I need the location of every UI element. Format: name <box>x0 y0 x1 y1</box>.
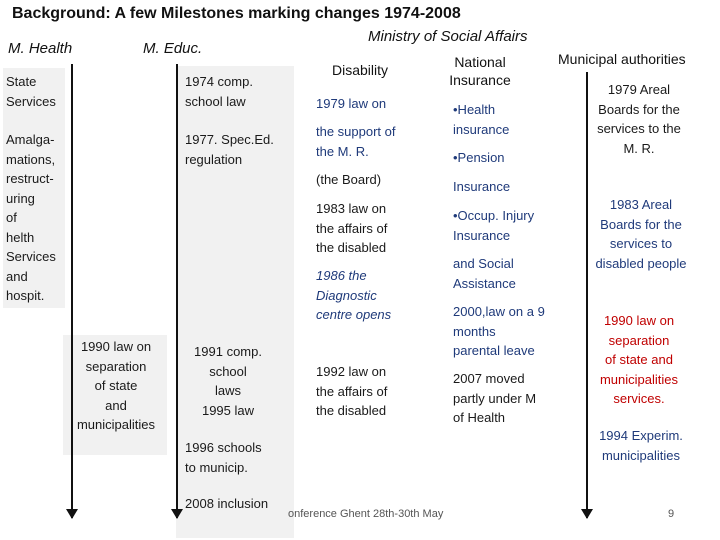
education-header: M. Educ. <box>143 40 203 57</box>
national-insurance-header: National Insurance <box>449 54 511 88</box>
disability-board: (the Board) <box>316 172 382 187</box>
municipal-1979-box <box>590 78 690 154</box>
insurance-pension: •Pension <box>453 150 505 165</box>
municipal-1983-areal-boards: 1983 Areal Boards for the services to di… <box>595 197 687 271</box>
health-1990-law: 1990 law on separation of state and muni… <box>76 339 156 432</box>
page-number: 9 <box>668 508 675 520</box>
disability-1983-law: 1983 law on the affairs of the disabled <box>316 201 388 255</box>
insurance-social-assistance: and Social Assistance <box>453 256 516 291</box>
educ-1991-school-laws: 1991 comp. school laws 1995 law <box>194 344 262 418</box>
education-timeline-arrow <box>171 64 183 519</box>
insurance-occupational-injury: •Occup. Injury Insurance <box>453 208 535 243</box>
health-header: M. Health <box>8 40 73 57</box>
footer-conference: onference Ghent 28th-30th May <box>288 508 444 520</box>
disability-1979-law: 1979 law on <box>316 96 387 111</box>
health-state-services: State Services <box>6 74 56 109</box>
health-amalgamations: Amalga- mations, restruct- uring of helt… <box>6 132 56 303</box>
ministry-social-affairs-header: Ministry of Social Affairs <box>368 28 528 45</box>
municipal-1994-experimental: 1994 Experim. municipalities <box>599 428 683 463</box>
municipal-timeline-arrow <box>581 72 593 519</box>
health-column-band-lower <box>63 335 167 455</box>
disability-1986-diagnostic-centre: 1986 the Diagnostic centre opens <box>316 268 392 322</box>
educ-2008-inclusion: 2008 inclusion <box>185 496 269 511</box>
education-column-band <box>176 66 294 538</box>
insurance-2007-moved: 2007 moved partly under M of Health <box>453 371 537 425</box>
disability-support-mr: the support of the M. R. <box>316 124 396 159</box>
insurance-insurance: Insurance <box>453 179 511 194</box>
municipal-1994-box <box>590 426 694 466</box>
educ-1996-schools-municip: 1996 schools to municip. <box>185 440 262 475</box>
slide-title: Background: A few Milestones marking cha… <box>12 5 461 22</box>
municipal-authorities-header: Municipal authorities <box>558 51 686 67</box>
insurance-2000-parental-leave: 2000,law on a 9 months parental leave <box>453 304 545 358</box>
municipal-1990-box <box>590 310 690 406</box>
municipal-1990-separation-law: 1990 law on separation of state and muni… <box>599 313 679 406</box>
educ-1974-school-law: 1974 comp. school law <box>185 74 253 109</box>
insurance-panel <box>443 92 561 432</box>
municipal-1983-box <box>590 193 694 273</box>
disability-panel <box>308 88 420 428</box>
educ-1977-special-ed: 1977. Spec.Ed. regulation <box>185 132 274 167</box>
disability-header: Disability <box>332 62 389 78</box>
health-timeline-arrow <box>66 64 78 519</box>
disability-1992-law: 1992 law on the affairs of the disabled <box>316 364 388 418</box>
health-column-band <box>3 68 65 308</box>
insurance-health: •Health insurance <box>453 102 510 137</box>
municipal-1979-areal-boards: 1979 Areal Boards for the services to th… <box>597 82 681 156</box>
